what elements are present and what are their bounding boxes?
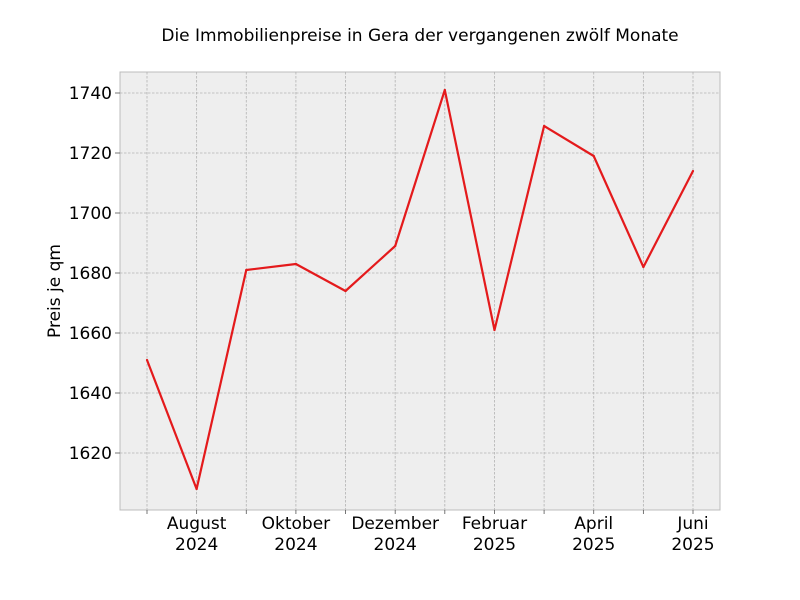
y-tick-label: 1720 <box>69 144 112 164</box>
y-tick-label: 1620 <box>69 444 112 464</box>
data-point <box>691 169 695 173</box>
data-point <box>195 487 198 491</box>
series-layer <box>145 88 695 491</box>
x-tick-label: August 2024 <box>167 514 227 555</box>
series-line <box>145 88 694 491</box>
data-point <box>344 289 347 293</box>
x-tick-label: April 2025 <box>572 514 615 555</box>
data-point <box>294 262 298 266</box>
grid-lines <box>120 72 720 510</box>
x-tick-label: Juni 2025 <box>671 514 714 555</box>
chart-title: Die Immobilienpreise in Gera der vergang… <box>161 26 679 46</box>
axis-ticks: 1620 1640 1660 1680 1700 1720 1740 August 2024 Ok… <box>69 84 715 555</box>
y-tick-label: 1680 <box>69 264 112 284</box>
data-point <box>592 154 595 158</box>
x-tick-label: Februar 2025 <box>462 514 527 555</box>
y-axis-label: Preis je qm <box>45 244 65 338</box>
data-point <box>443 88 446 92</box>
y-tick-label: 1700 <box>69 204 112 224</box>
data-point <box>542 124 546 128</box>
data-point <box>245 268 248 272</box>
y-tick-label: 1660 <box>69 324 112 344</box>
data-point <box>493 328 496 332</box>
y-tick-label: 1740 <box>69 84 112 104</box>
x-tick-label: Dezember 2024 <box>351 514 439 555</box>
x-tick-label: Oktober 2024 <box>262 514 331 555</box>
data-point <box>145 358 149 362</box>
data-point <box>394 244 397 248</box>
y-tick-label: 1640 <box>69 384 112 404</box>
data-point <box>642 265 645 269</box>
plot-area <box>119 71 721 511</box>
